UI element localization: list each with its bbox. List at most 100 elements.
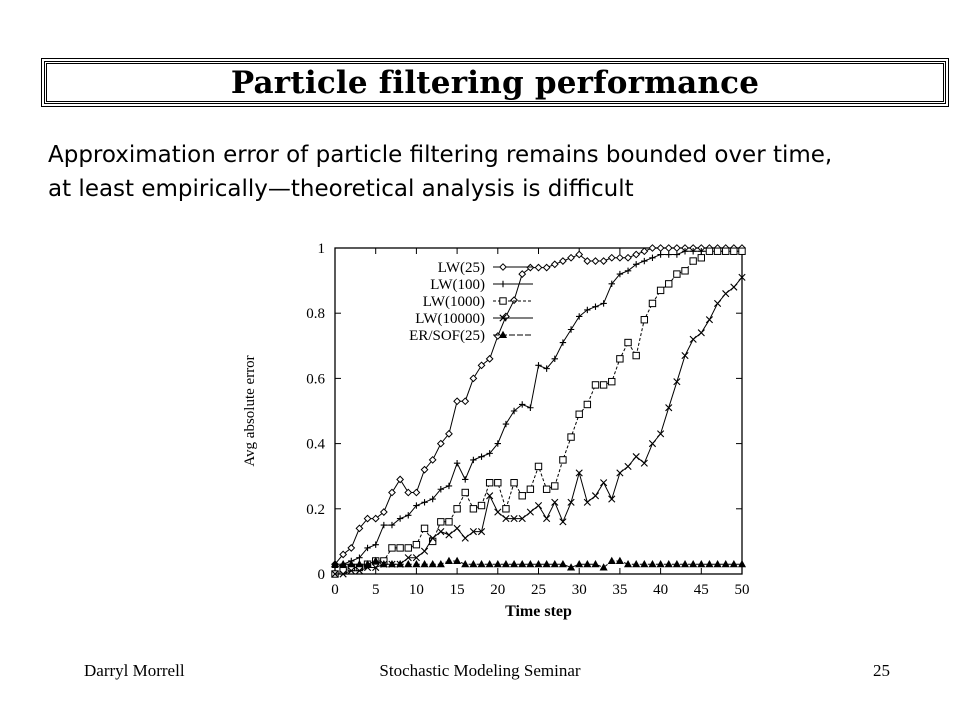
- data-point-lw-10000: [331, 570, 339, 578]
- data-point-lw-100: [681, 248, 689, 255]
- data-point-lw-10000: [689, 335, 697, 343]
- data-point-er-sof-25: [583, 559, 592, 568]
- data-point-er-sof-25: [461, 559, 470, 568]
- series-lw-25: [331, 244, 746, 569]
- data-point-lw-25: [615, 253, 624, 262]
- data-point-lw-25: [477, 361, 486, 370]
- y-tick-label: 1: [318, 241, 326, 257]
- data-point-lw-100: [413, 502, 420, 509]
- data-point-lw-10000: [673, 378, 681, 386]
- x-tick-label: 30: [572, 582, 587, 598]
- data-point-lw-100: [665, 251, 672, 258]
- legend-label-lw-1000: LW(1000): [423, 294, 485, 310]
- data-point-lw-100: [584, 306, 591, 314]
- data-point-lw-10000: [575, 469, 583, 477]
- data-point-lw-25: [575, 250, 584, 259]
- data-point-er-sof-25: [436, 559, 445, 568]
- data-point-lw-1000: [420, 524, 429, 533]
- data-point-lw-100: [551, 355, 558, 363]
- data-point-lw-100: [592, 303, 599, 310]
- data-point-lw-1000: [526, 485, 535, 493]
- line-chart: 0 5 10 15 20 25 30 35 40 45 50 0 0.2 0.4 0.6 0.8 1 Time s…: [242, 241, 750, 620]
- data-point-lw-25: [371, 514, 380, 523]
- data-point-er-sof-25: [510, 559, 519, 568]
- data-point-lw-10000: [551, 498, 559, 506]
- legend-marker-lw-1000: [499, 297, 507, 305]
- data-point-er-sof-25: [501, 559, 510, 568]
- data-point-lw-100: [494, 440, 501, 447]
- x-tick-label: 35: [612, 582, 627, 598]
- data-point-er-sof-25: [648, 559, 657, 568]
- data-point-er-sof-25: [591, 559, 600, 568]
- data-point-er-sof-25: [396, 559, 405, 568]
- data-point-lw-100: [372, 541, 379, 548]
- data-point-lw-1000: [485, 479, 494, 487]
- data-point-lw-25: [493, 332, 502, 340]
- footer-seminar: Stochastic Modeling Seminar: [379, 661, 581, 680]
- data-point-lw-1000: [624, 338, 632, 347]
- data-point-lw-25: [502, 312, 510, 321]
- data-point-lw-1000: [705, 247, 714, 255]
- data-point-lw-100: [396, 515, 404, 522]
- data-point-lw-1000: [445, 518, 453, 526]
- data-point-er-sof-25: [526, 559, 535, 568]
- data-point-er-sof-25: [428, 559, 437, 568]
- data-point-er-sof-25: [371, 556, 380, 565]
- data-point-lw-100: [559, 339, 567, 346]
- data-point-lw-1000: [412, 540, 421, 549]
- data-point-lw-25: [485, 354, 494, 363]
- data-point-er-sof-25: [721, 559, 730, 568]
- data-point-er-sof-25: [575, 559, 584, 568]
- data-point-lw-1000: [738, 247, 746, 255]
- data-point-lw-100: [421, 499, 428, 506]
- data-point-lw-25: [624, 253, 632, 262]
- data-point-lw-100: [535, 362, 542, 369]
- y-tick-label: 0: [318, 567, 326, 583]
- legend-marker-lw-100: [499, 280, 507, 288]
- data-point-lw-25: [607, 253, 616, 262]
- data-point-er-sof-25: [705, 559, 714, 568]
- data-point-er-sof-25: [615, 556, 624, 565]
- data-point-lw-100: [388, 521, 396, 529]
- data-point-lw-100: [624, 267, 632, 275]
- data-point-er-sof-25: [550, 559, 559, 568]
- data-point-er-sof-25: [420, 559, 429, 568]
- data-point-lw-100: [657, 251, 664, 258]
- data-point-lw-25: [567, 253, 575, 262]
- y-tick-label: 0.2: [306, 502, 325, 518]
- data-point-lw-10000: [429, 534, 437, 542]
- data-point-lw-1000: [656, 286, 665, 295]
- data-point-er-sof-25: [485, 559, 494, 568]
- y-tick-label: 0.8: [306, 306, 325, 322]
- x-axis-label: Time step: [505, 603, 572, 620]
- data-point-lw-10000: [665, 404, 673, 412]
- data-point-lw-25: [363, 514, 372, 523]
- data-point-lw-10000: [437, 528, 445, 536]
- data-point-er-sof-25: [737, 559, 747, 568]
- series-line-lw-1000: [334, 250, 742, 575]
- data-point-lw-25: [664, 244, 673, 252]
- data-point-er-sof-25: [607, 556, 616, 565]
- data-point-lw-1000: [461, 488, 469, 497]
- x-tick-label: 40: [653, 582, 668, 598]
- legend-label-lw-10000: LW(10000): [415, 311, 485, 327]
- data-point-lw-25: [428, 455, 437, 464]
- data-point-er-sof-25: [330, 559, 340, 568]
- data-point-lw-100: [478, 453, 485, 460]
- data-point-lw-100: [462, 476, 469, 483]
- data-point-lw-100: [502, 420, 510, 428]
- legend-label-lw-100: LW(100): [430, 277, 485, 293]
- legend-marker-lw-10000: [499, 314, 507, 322]
- data-point-lw-1000: [583, 400, 592, 409]
- data-point-lw-100: [616, 270, 624, 278]
- legend-label-er-sof-25: ER/SOF(25): [409, 328, 485, 344]
- data-point-lw-25: [396, 475, 405, 484]
- data-point-lw-10000: [404, 554, 412, 562]
- data-point-lw-10000: [713, 299, 722, 308]
- data-point-er-sof-25: [339, 559, 348, 568]
- data-point-er-sof-25: [412, 559, 421, 568]
- data-point-er-sof-25: [689, 559, 698, 568]
- data-point-er-sof-25: [672, 559, 681, 568]
- data-point-lw-25: [518, 270, 527, 278]
- data-point-er-sof-25: [623, 559, 633, 568]
